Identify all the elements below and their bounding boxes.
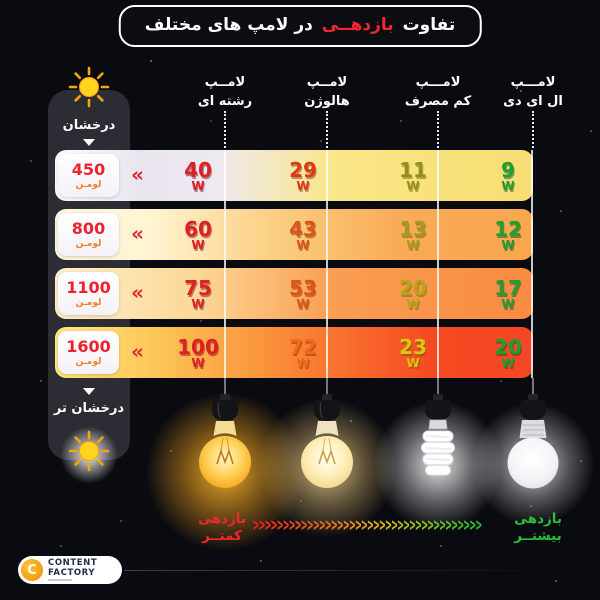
chevron-left-icon: « xyxy=(131,338,144,363)
table-row-800-lumen: 800 لومـن « 60 W 43 W 13 W 12 W xyxy=(55,209,533,260)
column-header-led: لامـــپ ال ای دی xyxy=(503,75,563,109)
watt-value: 72 W xyxy=(289,334,317,370)
footer-divider-line xyxy=(124,570,564,571)
brightness-bottom-group: درخشان تر xyxy=(48,382,130,484)
column-header-halogen: لامــپ هالوژن xyxy=(304,75,350,109)
bulb-cord xyxy=(326,378,328,400)
lumen-label: 450 لومـن xyxy=(58,154,119,197)
column-wire xyxy=(531,150,533,378)
dotted-connector xyxy=(326,111,328,148)
sun-icon xyxy=(68,66,110,112)
watt-value: 20 W xyxy=(399,275,427,311)
content-factory-logo: C CONTENT FACTORY xyxy=(18,556,122,584)
lumen-label: 1600 لومـن xyxy=(58,331,119,374)
arrow-down-icon xyxy=(83,139,95,146)
star-field xyxy=(0,0,2,2)
chevron-left-icon: « xyxy=(131,161,144,186)
title-prefix: تفاوت xyxy=(402,15,456,35)
legend-less-efficiency: بازدهی کمتــر xyxy=(198,511,246,544)
lumen-label: 1100 لومـن xyxy=(58,272,119,315)
dotted-connector xyxy=(532,111,534,148)
watt-value: 23 W xyxy=(399,334,427,370)
cfl-bulb-icon xyxy=(393,394,483,508)
incandescent-bulb-icon xyxy=(180,394,270,508)
title-suffix: در لامپ های مختلف xyxy=(144,15,313,35)
table-row-1600-lumen: 1600 لومـن « 100 W 72 W 23 W 20 W xyxy=(55,327,533,378)
bulb-cord xyxy=(437,378,439,400)
brightness-top-label: درخشان xyxy=(62,118,116,133)
column-header-cfl: لامـــپ کم مصرف xyxy=(404,75,472,109)
title-highlight: بازدهــی xyxy=(321,15,394,35)
column-header-incandescent: لامــپ رشته ای xyxy=(197,75,253,109)
column-wire xyxy=(224,150,226,378)
logo-line1: CONTENT xyxy=(48,558,98,569)
logo-subtext-rule xyxy=(48,578,72,581)
column-wire xyxy=(326,150,328,378)
sun-bright-icon xyxy=(68,430,110,476)
page-title: تفاوت بازدهــی در لامپ های مختلف xyxy=(118,5,482,47)
bulb-cord xyxy=(532,378,534,400)
led-bulb-icon xyxy=(488,394,578,508)
watt-value: 100 W xyxy=(177,334,219,370)
arrow-down-icon xyxy=(83,388,95,395)
legend-more-efficiency: بازدهی بیشتــر xyxy=(514,511,562,544)
watt-value: 12 W xyxy=(494,216,522,252)
watt-value: 11 W xyxy=(399,157,427,193)
watt-value: 17 W xyxy=(494,275,522,311)
watt-value: 53 W xyxy=(289,275,317,311)
watt-value: 43 W xyxy=(289,216,317,252)
column-wire xyxy=(437,150,439,378)
logo-monogram-icon: C xyxy=(21,559,43,581)
chevron-left-icon: « xyxy=(131,220,144,245)
chevron-arrows: >>>>>>>>>>>>>>>>>>>>>>>>>>>>>>>>>>>>>> xyxy=(253,515,482,537)
halogen-bulb-icon xyxy=(282,394,372,508)
watt-value: 60 W xyxy=(184,216,212,252)
table-row-1100-lumen: 1100 لومـن « 75 W 53 W 20 W 17 W xyxy=(55,268,533,319)
efficiency-gradient-arrow: >>>>>>>>>>>>>>>>>>>>>>>>>>>>>>>>>>>>>> xyxy=(253,515,489,537)
bulb-cord xyxy=(224,378,226,400)
watt-value: 20 W xyxy=(494,334,522,370)
dotted-connector xyxy=(437,111,439,148)
brightness-bottom-label: درخشان تر xyxy=(53,401,125,416)
watt-value: 13 W xyxy=(399,216,427,252)
dotted-connector xyxy=(224,111,226,148)
logo-line2: FACTORY xyxy=(48,567,96,578)
watt-value: 40 W xyxy=(184,157,212,193)
lumen-label: 800 لومـن xyxy=(58,213,119,256)
watt-value: 75 W xyxy=(184,275,212,311)
watt-value: 29 W xyxy=(289,157,317,193)
chevron-left-icon: « xyxy=(131,279,144,304)
